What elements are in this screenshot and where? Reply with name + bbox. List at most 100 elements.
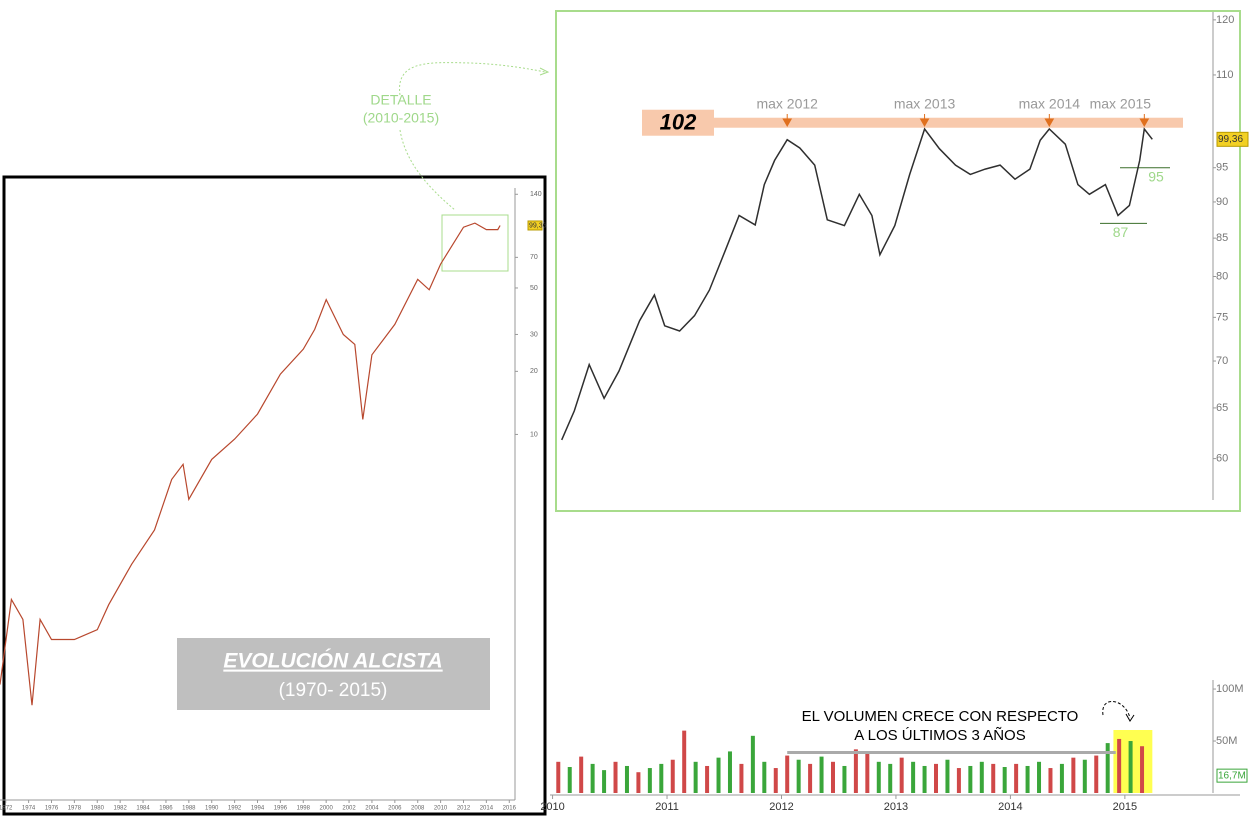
max-arrow [1139,114,1150,128]
x-tick-label: 2011 [655,801,679,813]
last-value-box [1216,131,1249,147]
volume-bar [1037,761,1042,793]
y-tick-label: 50 [530,285,538,292]
callout-arrow [399,62,546,96]
volume-bar [922,765,927,793]
x-tick-label: 2010 [540,801,564,813]
last-value-box [1216,768,1248,783]
x-tick-label: 2015 [1113,801,1137,813]
y-tick-label: 120 [1216,14,1234,26]
volume-bar [830,761,835,793]
volume-bar [876,761,881,793]
max-label: max 2012 [756,96,818,112]
x-tick-label: 2014 [998,801,1022,813]
volume-bar [762,761,767,793]
y-tick-label: 140 [530,191,542,198]
x-tick-label: 1994 [251,806,265,812]
y-tick-label: 80 [1216,270,1228,282]
x-tick-label: 1998 [297,806,311,812]
callout-text: (2010-2015) [363,110,439,126]
volume-bar [979,761,984,793]
x-tick-label: 2010 [434,806,448,812]
x-tick-label: 1976 [45,806,59,812]
price-line [0,222,501,706]
max-arrow [919,114,930,128]
x-tick-label: 2008 [411,806,425,812]
detail-window [441,214,509,272]
x-tick-label: 1980 [91,806,105,812]
volume-bar [602,770,607,793]
y-tick-label: 70 [1216,355,1228,367]
volume-bar [670,759,675,793]
volume-bar [796,759,801,793]
volume-bar [556,761,561,793]
y-tick-label: 85 [1216,232,1228,244]
volume-bar [1117,738,1122,793]
last-value-box [527,220,543,231]
volume-bar [853,749,858,793]
volume-bar [590,763,595,793]
volume-arrow [1102,700,1131,719]
volume-bar [1082,759,1087,793]
volume-bar [659,763,664,793]
callout-arrow [399,129,456,211]
x-tick-label: 2002 [342,806,356,812]
volume-bar [1094,755,1099,793]
volume-bar [567,767,572,793]
x-tick-label: 1982 [113,806,127,812]
x-tick-label: 2012 [769,801,793,813]
volume-annotation: A LOS ÚLTIMOS 3 AÑOS [854,727,1025,744]
overview-subtitle: (1970- 2015) [279,680,388,701]
resistance-band [642,117,1183,128]
volume-bar [1071,757,1076,793]
volume-bar [808,763,813,793]
y-tick-label: 100M [1216,683,1244,695]
volume-bar [1002,767,1007,793]
max-label: max 2014 [1019,96,1081,112]
callout-arrow-head [539,67,550,76]
volume-bar [1048,768,1053,793]
y-tick-label: 10 [530,431,538,438]
y-tick-label: 50M [1216,735,1237,747]
volume-bar [624,765,629,793]
x-tick-label: 1986 [159,806,173,812]
volume-bar [1025,765,1030,793]
callout-text: DETALLE [370,92,431,108]
volume-bar [579,756,584,793]
last-value-label: 16,7M [1218,770,1246,781]
volume-bar [1014,763,1019,793]
volume-bar [1128,741,1133,793]
x-tick-label: 2016 [503,806,517,812]
x-tick-label: 1974 [22,806,36,812]
volume-bar [739,763,744,793]
volume-bar [647,768,652,793]
resistance-label: 102 [660,110,697,135]
x-tick-label: 2014 [480,806,494,812]
x-tick-label: 1984 [136,806,150,812]
volume-bar [865,753,870,793]
x-tick-label: 1972 [0,806,13,812]
x-tick-label: 1990 [205,806,219,812]
volume-bar [682,730,687,793]
y-tick-label: 65 [1216,402,1228,414]
x-tick-label: 2004 [365,806,379,812]
x-tick-label: 2006 [388,806,402,812]
volume-bar [911,761,916,793]
volume-bar [636,772,641,793]
volume-bar [934,763,939,793]
volume-bar [750,735,755,793]
volume-bar [888,763,893,793]
price-line [561,127,1153,441]
volume-bar [705,765,710,793]
volume-bar [945,759,950,793]
y-tick-label: 70 [530,254,538,261]
volume-bar [773,768,778,793]
last-value-label: 99,36 [1218,134,1243,145]
y-tick-label: 30 [530,331,538,338]
volume-bar [1140,746,1145,793]
volume-bar [842,765,847,793]
volume-bar [968,765,973,793]
volume-bar [785,755,790,793]
